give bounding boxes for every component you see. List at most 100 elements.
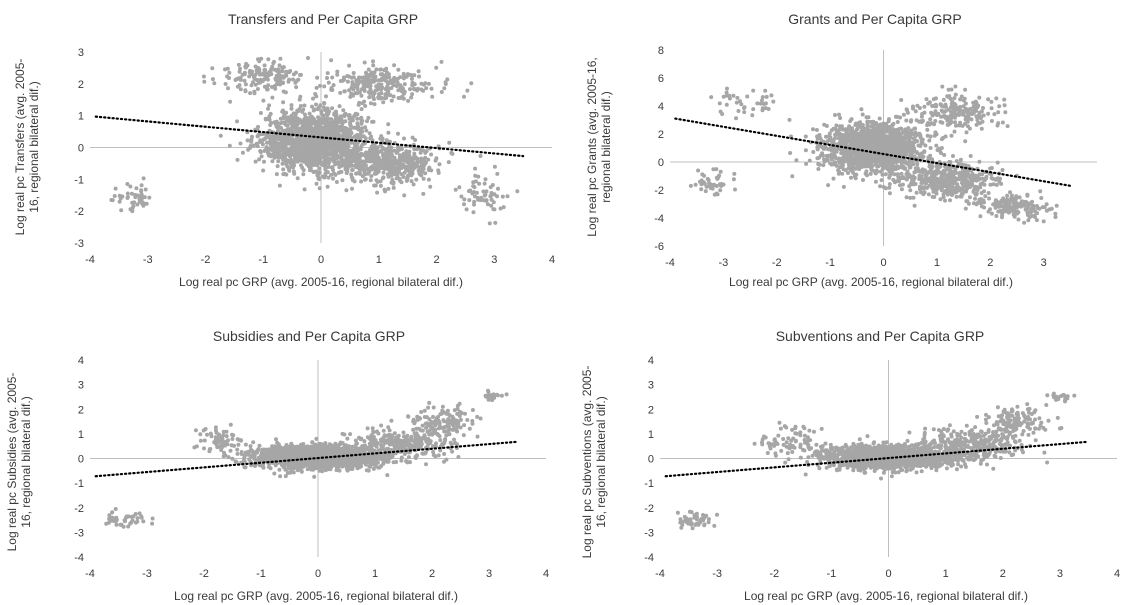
scatter-point	[492, 164, 497, 169]
scatter-point	[267, 103, 272, 108]
scatter-point	[371, 63, 376, 68]
scatter-point	[414, 177, 419, 182]
scatter-point	[932, 195, 937, 199]
scatter-point	[993, 203, 998, 208]
scatter-point	[908, 135, 913, 140]
scatter-point	[412, 151, 417, 156]
scatter-point	[147, 195, 152, 200]
scatter-point	[763, 101, 768, 106]
scatter-point	[287, 167, 291, 172]
scatter-point	[331, 152, 336, 157]
scatter-point	[338, 90, 343, 95]
scatter-point	[340, 178, 345, 183]
x-axis-label: Log real pc GRP (avg. 2005-16, regional …	[729, 275, 1013, 289]
scatter-point	[725, 86, 729, 91]
scatter-point	[471, 210, 476, 215]
scatter-point	[364, 128, 369, 133]
scatter-point	[342, 145, 346, 149]
scatter-point	[464, 207, 469, 212]
scatter-point	[709, 95, 714, 100]
scatter-point	[861, 178, 865, 182]
scatter-point	[276, 137, 281, 142]
scatter-point	[966, 107, 971, 112]
scatter-point	[981, 106, 985, 110]
scatter-point	[424, 86, 429, 91]
scatter-point	[980, 119, 985, 124]
scatter-point	[351, 125, 356, 130]
y-tick-label: -3	[74, 238, 84, 250]
scatter-point	[367, 95, 372, 100]
scatter-point	[917, 184, 922, 189]
scatter-point	[721, 182, 726, 187]
scatter-point	[1000, 215, 1004, 220]
scatter-point	[856, 125, 861, 130]
scatter-point	[433, 158, 438, 163]
scatter-point	[844, 140, 849, 145]
scatter-point	[341, 158, 346, 163]
scatter-point	[904, 177, 909, 182]
scatter-point	[236, 62, 241, 67]
scatter-point	[943, 134, 948, 139]
scatter-point	[295, 127, 300, 132]
scatter-point	[359, 93, 364, 98]
scatter-point	[950, 193, 954, 197]
scatter-point	[449, 150, 454, 155]
scatter-point	[954, 159, 959, 164]
scatter-point	[227, 76, 231, 80]
scatter-point	[410, 80, 415, 85]
scatter-point	[355, 112, 360, 117]
scatter-point	[904, 195, 909, 200]
scatter-point	[973, 191, 978, 196]
scatter-point	[731, 177, 736, 182]
scatter-point	[358, 165, 363, 169]
scatter-point	[736, 109, 741, 113]
scatter-point	[874, 122, 879, 127]
scatter-point	[350, 176, 355, 181]
scatter-point	[745, 94, 750, 99]
scatter-point	[330, 106, 335, 111]
scatter-point	[918, 119, 923, 124]
scatter-point	[1029, 206, 1034, 211]
scatter-point	[895, 172, 900, 177]
scatter-point	[227, 70, 232, 75]
scatter-point	[814, 128, 819, 132]
scatter-point	[392, 63, 397, 68]
scatter-point	[751, 107, 756, 112]
scatter-point	[337, 104, 342, 109]
scatter-point	[911, 162, 916, 167]
scatter-point	[352, 163, 357, 168]
scatter-point	[218, 133, 223, 138]
scatter-point	[244, 61, 249, 66]
scatter-point	[272, 67, 277, 72]
scatter-point	[256, 124, 260, 129]
scatter-point	[946, 185, 951, 190]
scatter-point	[365, 119, 369, 124]
scatter-point	[1000, 168, 1005, 172]
scatter-point	[1047, 207, 1052, 212]
scatter-point	[817, 155, 821, 160]
scatter-point	[811, 150, 816, 154]
scatter-point	[911, 179, 916, 184]
scatter-point	[325, 147, 330, 152]
scatter-point	[939, 151, 944, 156]
scatter-point	[994, 182, 999, 187]
scatter-point	[358, 116, 363, 121]
scatter-point	[420, 162, 424, 167]
scatter-point	[419, 173, 424, 178]
scatter-point	[763, 88, 768, 93]
scatter-point	[267, 147, 272, 152]
scatter-point	[262, 84, 267, 89]
scatter-point	[877, 134, 882, 139]
scatter-point	[934, 176, 939, 181]
scatter-point	[110, 198, 115, 203]
scatter-point	[815, 147, 820, 152]
scatter-point	[268, 123, 273, 127]
scatter-point	[994, 214, 999, 218]
scatter-point	[329, 165, 334, 170]
scatter-point	[496, 186, 500, 191]
scatter-point	[292, 171, 297, 176]
scatter-point	[964, 130, 969, 135]
scatter-point	[930, 103, 935, 108]
x-tick-label: -3	[143, 254, 153, 266]
